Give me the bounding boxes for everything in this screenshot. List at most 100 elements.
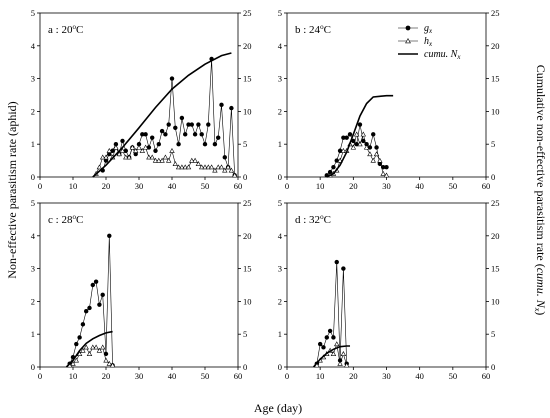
right-y-axis-title-sub: x: [533, 307, 542, 312]
hx-point: [340, 147, 347, 153]
y-right-tick-label: 15: [491, 264, 500, 274]
legend-label-sub: x: [428, 40, 433, 48]
left-y-axis-title: Non-effective parasitism rate (aphid): [5, 101, 19, 278]
legend-label: gx: [424, 23, 433, 35]
hx-point: [179, 164, 185, 170]
gx-point: [199, 132, 204, 137]
y-left-tick-label: 3: [278, 264, 282, 274]
hx-point: [156, 157, 162, 163]
gx-point: [196, 122, 201, 127]
y-left-tick-label: 2: [278, 296, 282, 306]
hx-point: [165, 157, 172, 163]
gx-point: [103, 158, 109, 163]
hx-point: [377, 157, 383, 163]
hx-point: [119, 147, 126, 153]
hx-point: [96, 347, 103, 353]
series-line-cumu-nx: [326, 94, 394, 178]
hx-point: [132, 147, 139, 153]
gx-point: [337, 358, 343, 363]
y-right-tick-label: 10: [243, 296, 252, 306]
gx-point: [169, 76, 175, 81]
hx-point: [202, 164, 208, 170]
hx-point: [169, 147, 175, 153]
x-tick-label: 60: [482, 371, 491, 381]
hx-point: [350, 144, 357, 150]
gx-point: [219, 102, 224, 108]
panel-label-unit: C: [324, 214, 331, 226]
hx-point: [106, 147, 113, 153]
hx-point: [93, 344, 99, 350]
y-left-tick-label: 1: [278, 139, 282, 149]
hx-point: [192, 157, 198, 163]
hx-point: [152, 157, 159, 163]
hx-point: [198, 164, 205, 170]
y-left-tick-label: 0: [31, 172, 35, 182]
gx-point: [324, 335, 329, 340]
y-left-tick-label: 1: [31, 329, 35, 339]
hx-point: [103, 357, 109, 363]
panel-label-sup: o: [320, 213, 324, 221]
legend-label-base: g: [424, 23, 429, 34]
series-line-cumu-nx: [312, 345, 351, 368]
panel-frame: [39, 202, 239, 368]
legend-label-base: h: [424, 36, 429, 47]
gx-point: [384, 164, 389, 170]
hx-point: [159, 157, 165, 163]
gx-point: [159, 128, 165, 134]
hx-point: [218, 164, 225, 170]
right-y-axis-title-suffix: ): [534, 311, 548, 315]
panel-label: d : 32oC: [295, 213, 331, 226]
hx-point: [205, 164, 212, 170]
x-tick-label: 40: [415, 371, 424, 381]
hx-point: [185, 164, 192, 170]
gx-point: [77, 335, 82, 340]
y-right-tick-label: 15: [243, 264, 252, 274]
y-left-tick-label: 2: [278, 106, 282, 116]
gx-point: [173, 125, 178, 130]
gx-point: [337, 148, 343, 153]
legend-swatch-marker: [405, 37, 411, 44]
gx-point: [133, 151, 138, 157]
legend-label-sub: x: [456, 53, 461, 61]
legend-label-base: cumu. N: [424, 49, 459, 60]
hx-point: [231, 172, 238, 178]
gx-point: [183, 132, 188, 137]
x-tick-label: 20: [102, 181, 111, 191]
hx-point: [70, 360, 76, 366]
panel-label: b : 24oC: [295, 23, 331, 36]
hx-point: [109, 362, 116, 368]
hx-point: [73, 357, 80, 363]
x-axis-title: Age (day): [254, 401, 302, 415]
hx-point: [90, 344, 96, 350]
x-tick-label: 30: [135, 181, 144, 191]
x-tick-label: 0: [38, 181, 42, 191]
y-right-tick-label: 20: [491, 231, 500, 241]
gx-point: [367, 145, 373, 150]
y-left-tick-label: 3: [31, 264, 35, 274]
panel-label-unit: C: [76, 214, 83, 226]
hx-point: [162, 154, 169, 160]
x-tick-label: 0: [285, 181, 289, 191]
gx-point: [344, 135, 349, 140]
hx-point: [86, 351, 93, 356]
gx-point: [222, 155, 227, 160]
panel-frame: [39, 12, 239, 178]
hx-point: [172, 161, 179, 166]
hx-point: [353, 131, 360, 137]
y-left-tick-label: 4: [278, 41, 283, 51]
gx-point: [156, 142, 161, 147]
panel-label-main: d : 32: [295, 214, 320, 226]
x-tick-label: 50: [449, 181, 458, 191]
x-tick-label: 40: [168, 181, 177, 191]
y-right-tick-label: 20: [243, 231, 252, 241]
y-left-tick-label: 5: [278, 198, 282, 208]
hx-point: [208, 164, 215, 170]
gx-point: [371, 132, 376, 137]
hx-point: [334, 341, 340, 347]
panel-label: c : 28oC: [48, 213, 83, 226]
hx-point: [380, 170, 386, 176]
hx-point: [96, 164, 103, 170]
